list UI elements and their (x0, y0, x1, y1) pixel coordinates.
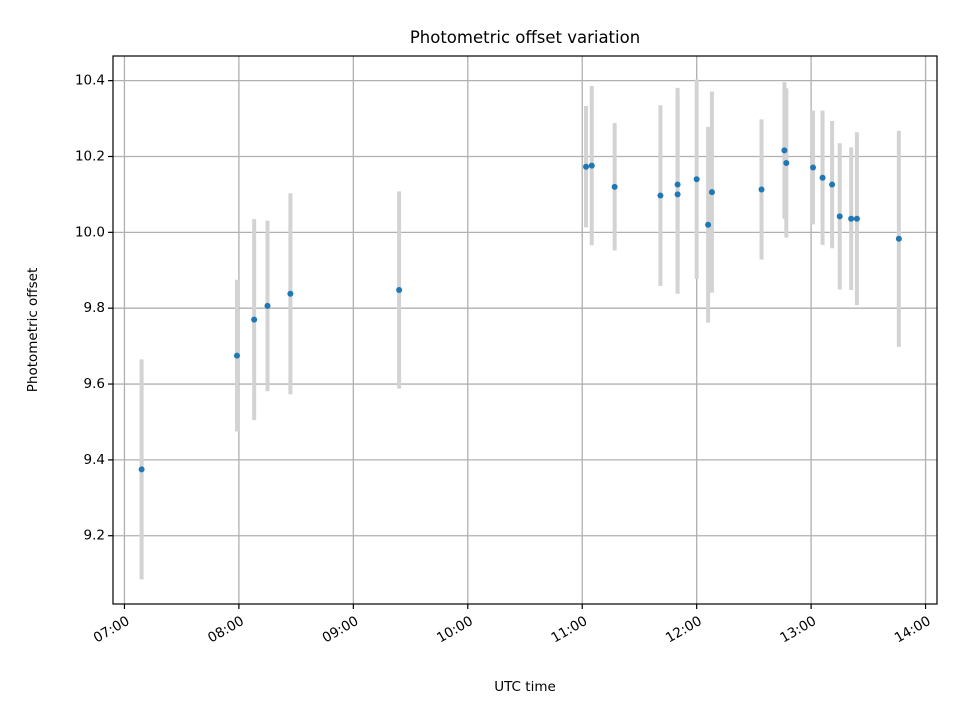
plot-frame (112, 55, 938, 605)
data-point (588, 162, 595, 169)
data-point (758, 186, 765, 193)
y-tick-label: 10.0 (75, 224, 105, 240)
data-point (674, 191, 681, 198)
y-tick-label: 9.2 (84, 528, 105, 544)
data-point (264, 302, 271, 309)
data-points (138, 147, 902, 473)
data-point (287, 290, 294, 297)
data-point (611, 183, 618, 190)
data-point (829, 181, 836, 188)
data-point (693, 176, 700, 183)
data-point (657, 192, 664, 199)
y-tick-label: 9.4 (84, 452, 105, 468)
data-point (895, 235, 902, 242)
data-point (583, 163, 590, 170)
data-point (674, 181, 681, 188)
data-point (810, 164, 817, 171)
chart-title: Photometric offset variation (410, 28, 640, 47)
data-point (233, 352, 240, 359)
data-point (138, 466, 145, 473)
y-tick-label: 10.4 (75, 73, 105, 89)
data-point (708, 189, 715, 196)
y-axis-label: Photometric offset (25, 268, 41, 392)
data-point (836, 213, 843, 220)
y-tick-label: 10.2 (75, 148, 105, 164)
data-point (783, 159, 790, 166)
data-point (705, 221, 712, 228)
data-point (853, 215, 860, 222)
data-point (781, 147, 788, 154)
data-point (819, 174, 826, 181)
data-point (251, 316, 258, 323)
y-axis-ticks: 9.2 9.4 9.6 9.8 10.0 10.2 10.4 (75, 73, 113, 544)
y-tick-label: 9.6 (84, 376, 105, 392)
data-point (848, 215, 855, 222)
y-tick-label: 9.8 (84, 300, 105, 316)
x-axis-label: UTC time (494, 679, 556, 695)
data-point (396, 286, 403, 293)
